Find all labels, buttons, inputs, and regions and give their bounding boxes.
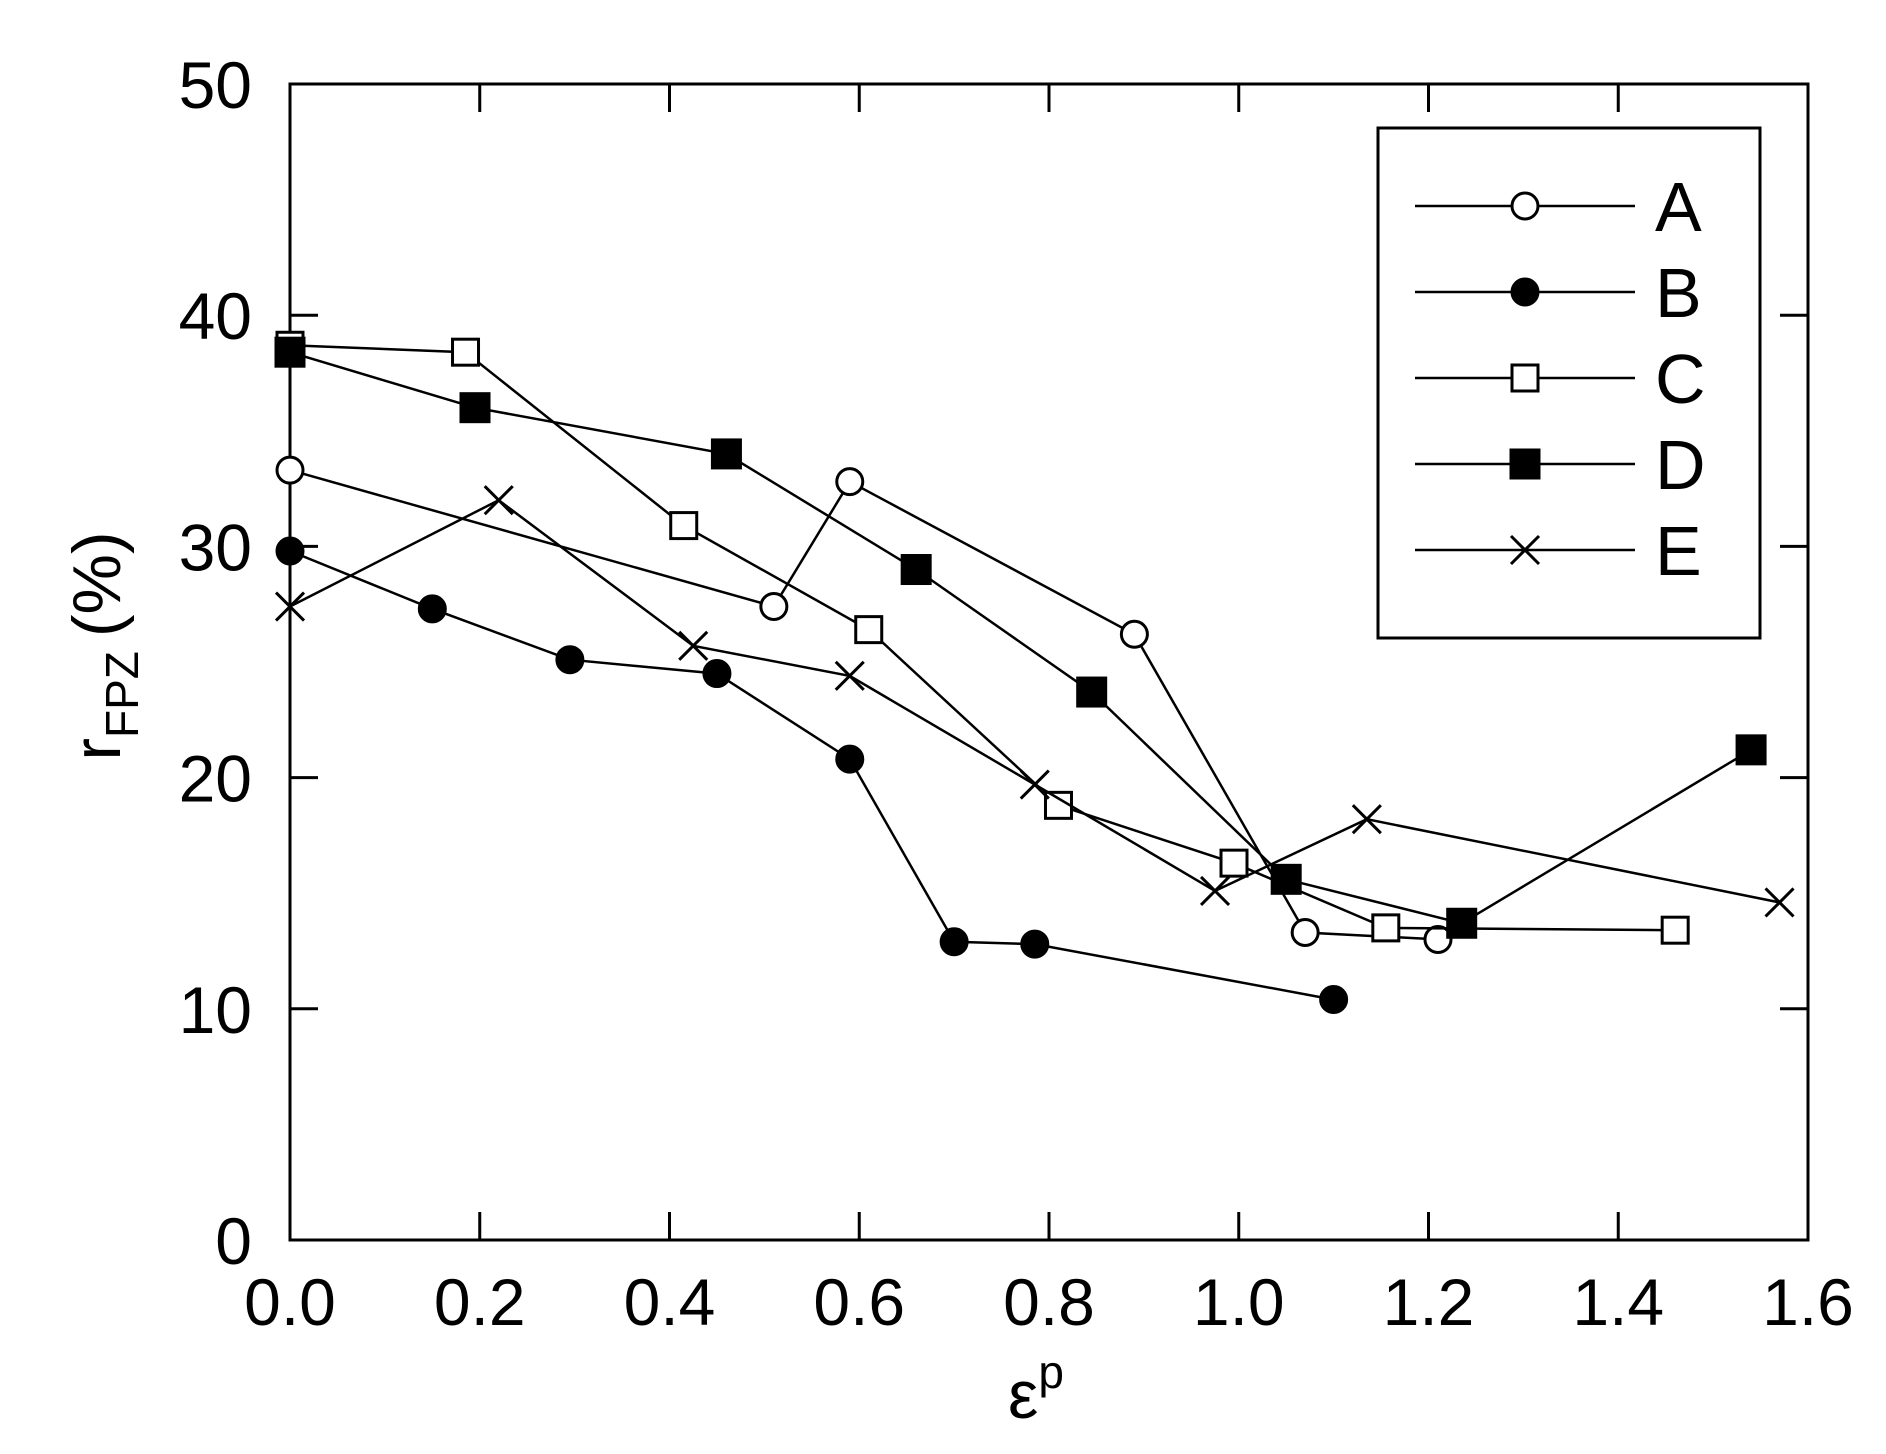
x-tick-label: 1.4 [1572, 1265, 1664, 1339]
data-point-c [451, 337, 481, 367]
y-tick-label: 0 [215, 1204, 252, 1278]
data-point-b [417, 594, 447, 624]
data-point-e [1764, 887, 1795, 918]
x-axis-superscript: p [1038, 1346, 1064, 1398]
x-axis-symbol: ε [1008, 1357, 1038, 1433]
x-tick-label: 0.4 [624, 1265, 716, 1339]
y-tick-label: 10 [179, 973, 252, 1047]
data-point-e [834, 660, 865, 691]
data-point-e [678, 630, 709, 661]
data-point-b [939, 927, 969, 957]
series-line-d [289, 351, 1752, 925]
data-point-b [1020, 929, 1050, 959]
y-axis-title: rFPZ (%) [59, 531, 148, 760]
x-axis-title: εp [1008, 1346, 1064, 1433]
series-line-e [289, 498, 1780, 904]
legend-item-a: A [1415, 168, 1702, 246]
data-point-d [1270, 863, 1302, 895]
series-d [274, 336, 1767, 939]
y-tick-label: 30 [179, 510, 252, 584]
x-tick-label: 0.8 [1003, 1265, 1095, 1339]
data-point-a [275, 455, 305, 485]
data-point-d [1076, 676, 1108, 708]
y-tick-label: 20 [179, 742, 252, 816]
legend-marker-c [1510, 363, 1540, 393]
x-tick-label: 1.0 [1193, 1265, 1285, 1339]
legend-marker-d [1509, 448, 1541, 480]
x-tick-label: 1.6 [1762, 1265, 1854, 1339]
series-e [274, 485, 1795, 918]
data-point-c [1043, 790, 1073, 820]
legend-label: B [1655, 254, 1702, 332]
legend-item-b: B [1415, 254, 1702, 332]
legend-label: A [1655, 168, 1702, 246]
data-point-a [759, 592, 789, 622]
data-point-b [275, 536, 305, 566]
legend-item-d: D [1415, 426, 1706, 504]
series-line-a [289, 468, 1439, 941]
data-point-b [702, 659, 732, 689]
x-tick-label: 0.0 [244, 1265, 336, 1339]
data-point-c [1219, 848, 1249, 878]
data-point-a [1423, 924, 1453, 954]
data-point-e [483, 485, 514, 516]
legend-box [1376, 126, 1762, 640]
y-tick-label: 50 [179, 48, 252, 122]
x-tick-label: 1.2 [1383, 1265, 1475, 1339]
data-point-d [710, 438, 742, 470]
y-axis-symbol: r [59, 738, 135, 761]
y-tick-label: 40 [179, 279, 252, 353]
data-point-e [1351, 804, 1382, 835]
data-point-a [1119, 619, 1149, 649]
y-axis-subscript: FPZ [96, 651, 148, 738]
data-point-b [1319, 985, 1349, 1015]
legend-item-c: C [1415, 340, 1706, 418]
y-axis-unit: (%) [59, 531, 135, 637]
series-layer [274, 330, 1795, 1015]
data-point-d [274, 336, 306, 368]
data-point-e [1019, 769, 1050, 800]
data-point-b [555, 645, 585, 675]
data-point-a [1290, 918, 1320, 948]
legend-item-e: E [1415, 512, 1702, 590]
data-point-b [835, 744, 865, 774]
data-point-c [669, 511, 699, 541]
x-tick-label: 0.2 [434, 1265, 526, 1339]
legend-label: C [1655, 340, 1706, 418]
legend-label: D [1655, 426, 1706, 504]
data-point-d [459, 392, 491, 424]
data-point-e [274, 591, 306, 622]
x-tick-label: 0.6 [813, 1265, 905, 1339]
data-point-d [1446, 907, 1478, 939]
data-point-c [854, 615, 884, 645]
data-point-e [1199, 875, 1231, 906]
tick-labels: 0.0 0.2 0.4 0.6 0.8 1.0 1.2 1.4 1.6 0 10 20 30 40 50 [179, 48, 1854, 1339]
series-a [275, 455, 1453, 954]
data-point-c [1660, 915, 1690, 945]
series-b [275, 536, 1349, 1015]
legend-marker-a [1510, 191, 1540, 221]
data-point-c [1371, 913, 1401, 943]
legend-marker-e [1509, 534, 1541, 566]
legend-label: E [1655, 512, 1702, 590]
axis-ticks [288, 82, 1810, 1242]
series-line-c [289, 344, 1676, 932]
data-point-d [1735, 734, 1767, 766]
data-point-a [835, 467, 865, 497]
legend-marker-b [1510, 277, 1540, 307]
data-point-d [900, 554, 932, 586]
